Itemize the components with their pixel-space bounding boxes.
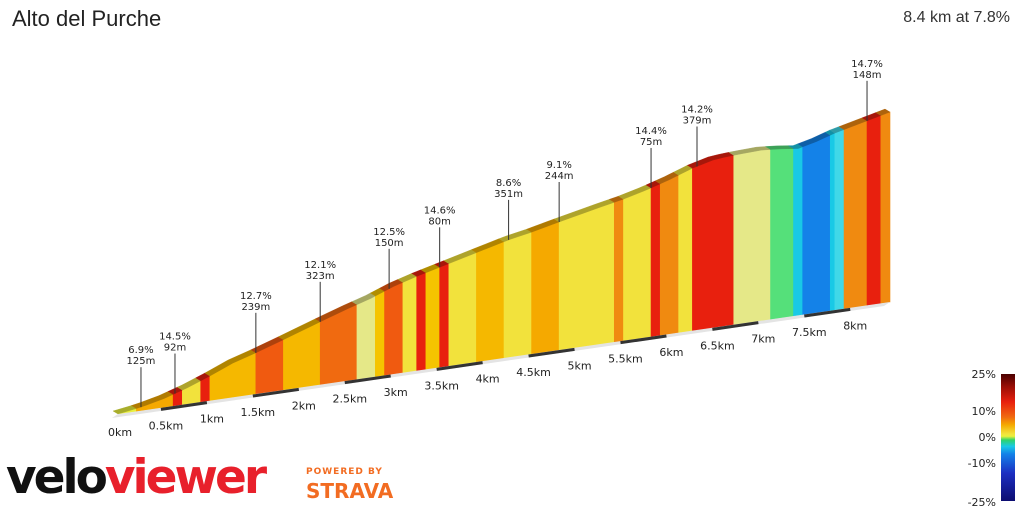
x-tick-label: 5.5km [608, 353, 643, 366]
gradient-segment [384, 281, 404, 376]
x-tick-label: 6.5km [700, 339, 735, 352]
annotation-grade: 14.4% [635, 126, 667, 137]
profile-base [112, 302, 890, 418]
x-tick-label: 6km [659, 346, 683, 359]
distance-band [252, 387, 300, 398]
gradient-segment [866, 115, 882, 306]
x-tick-label: 2.5km [332, 393, 367, 406]
x-tick-label: 4km [476, 373, 500, 386]
annotation-grade: 6.9% [128, 345, 153, 356]
x-tick-label: 0km [108, 426, 132, 439]
x-axis-ticks: 0km 0.5km 1km 1.5km 2km 2.5km 3km 3.5km 4km 4.5km… [108, 319, 867, 439]
gradient-annotations: 6.9%125m14.5%92m12.7%239m12.1%323m12.5%1… [127, 59, 883, 408]
gradient-segment [448, 252, 477, 367]
x-tick-label: 3km [384, 386, 408, 399]
x-tick-label: 2km [292, 399, 316, 412]
x-tick-label: 4.5km [516, 366, 551, 379]
gradient-segment [476, 241, 505, 363]
x-tick-label: 1km [200, 413, 224, 426]
gradient-segments [117, 111, 891, 415]
annotation-grade: 14.6% [424, 205, 456, 216]
scale-label-10: 10% [971, 405, 996, 418]
gradient-segment [678, 167, 693, 334]
annotation-length: 125m [127, 356, 156, 367]
powered-by-label: POWERED BY [306, 467, 383, 477]
gradient-segment [692, 154, 735, 332]
annotation-length: 239m [241, 302, 270, 313]
annotation-grade: 9.1% [546, 160, 571, 171]
gradient-segment [770, 148, 794, 320]
distance-band [344, 374, 391, 385]
logo-viewer: viewer [104, 450, 267, 505]
annotation-grade: 12.5% [373, 227, 405, 238]
annotation-grade: 12.1% [304, 260, 336, 271]
scale-label-neg10: -10% [967, 457, 996, 470]
distance-band [804, 307, 851, 318]
annotation-length: 92m [164, 343, 186, 354]
gradient-segment [356, 295, 376, 380]
x-tick-label: 7km [751, 333, 775, 346]
annotation-grade: 12.7% [240, 291, 272, 302]
gradient-segment [623, 187, 652, 342]
logo-velo: velo [6, 450, 108, 505]
x-tick-label: 5km [567, 359, 591, 372]
gradient-color-scale [1001, 374, 1015, 501]
scale-label-neg25: -25% [967, 496, 996, 509]
annotation-length: 80m [428, 216, 450, 227]
annotation-length: 148m [853, 70, 882, 81]
x-tick-label: 8km [843, 319, 867, 332]
annotation-length: 150m [375, 238, 404, 249]
distance-band [160, 401, 208, 411]
gradient-segment [880, 111, 891, 304]
segment-top-edge [875, 108, 891, 116]
annotation-grade: 8.6% [496, 178, 521, 189]
x-tick-label: 1.5km [241, 406, 276, 419]
gradient-segment [416, 272, 427, 372]
strava-wordmark: STRAVA [306, 479, 394, 503]
strava-logo[interactable]: POWERED BY STRAVA [306, 467, 394, 503]
annotation-grade: 14.2% [681, 104, 713, 115]
gradient-segment [558, 201, 615, 351]
gradient-segment [843, 120, 868, 310]
distance-band [620, 334, 667, 345]
annotation-length: 323m [306, 271, 335, 282]
gradient-segment [659, 174, 679, 336]
gradient-segment [531, 221, 560, 355]
scale-label-0: 0% [978, 431, 996, 444]
x-tick-label: 7.5km [792, 326, 827, 339]
profile-top-edge [112, 108, 891, 415]
gradient-segment [829, 132, 836, 312]
distance-band [712, 321, 759, 331]
gradient-segment [613, 198, 624, 343]
annotation-length: 351m [494, 189, 523, 200]
x-tick-label: 0.5km [149, 419, 184, 432]
annotation-grade: 14.5% [159, 332, 191, 343]
climb-summary: 8.4 km at 7.8% [903, 9, 1010, 26]
distance-band [528, 347, 575, 358]
annotation-length: 75m [640, 137, 662, 148]
scale-label-25: 25% [971, 368, 996, 381]
gradient-segment [650, 183, 661, 338]
gradient-segment [375, 290, 385, 378]
gradient-segment [503, 231, 532, 359]
gradient-segment [793, 146, 803, 317]
annotation-grade: 14.7% [851, 59, 883, 70]
profile-base-strip [112, 302, 890, 418]
gradient-segment [425, 266, 440, 370]
gradient-segment [733, 149, 771, 326]
x-tick-label: 3.5km [424, 379, 459, 392]
climb-title: Alto del Purche [12, 6, 162, 31]
annotation-length: 244m [545, 171, 574, 182]
gradient-segment [402, 275, 417, 374]
gradient-segment [802, 134, 831, 316]
distance-band [436, 361, 483, 371]
gradient-segment [439, 263, 450, 368]
veloviewer-logo[interactable]: veloviewer [6, 448, 267, 508]
annotation-length: 379m [683, 115, 712, 126]
gradient-segment [834, 129, 845, 311]
